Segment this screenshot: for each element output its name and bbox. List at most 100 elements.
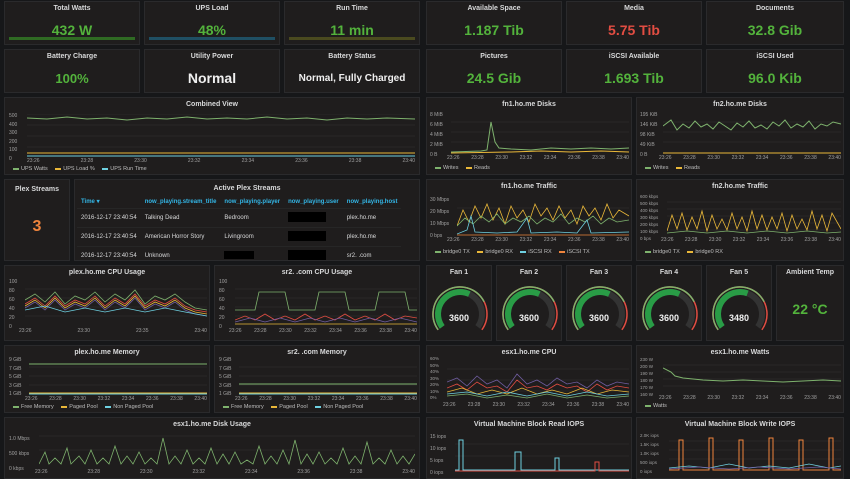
legend-item[interactable]: bridge0 TX [435, 249, 470, 255]
panel-title: Fan 1 [449, 269, 469, 276]
stat-media[interactable]: Media 5.75 Tib [566, 1, 702, 45]
stat-plex-streams[interactable]: Plex Streams 3 [4, 179, 70, 261]
y-axis: 1.0 Mbps 500 kbps 0 kbps [9, 432, 30, 477]
tick-label: 23:36 [295, 158, 308, 164]
legend-item[interactable]: bridge0 TX [645, 249, 680, 255]
legend-item[interactable]: Reads [676, 165, 700, 171]
gauge-fill [505, 289, 541, 329]
stat-value: 24.5 Gib [466, 70, 522, 86]
tick-label: 1.0K iops [640, 451, 659, 456]
panel-vm-block-read-iops[interactable]: Virtual Machine Block Read IOPS 15 iops … [426, 417, 632, 479]
legend-item[interactable]: UPS Watts [13, 166, 48, 172]
gauge-fan-2[interactable]: Fan 2 3600 [496, 265, 562, 341]
legend-item[interactable]: Paged Pool [61, 404, 98, 410]
legend: Free Memory Paged Pool Non Paged Pool [223, 404, 369, 410]
panel-active-plex-streams[interactable]: Active Plex Streams Time ▾ now_playing.s… [74, 179, 420, 261]
legend-item[interactable]: Reads [466, 165, 490, 171]
legend-item[interactable]: Non Paged Pool [315, 404, 363, 410]
stat-ambient-temp[interactable]: Ambient Temp 22 °C [776, 265, 844, 341]
legend-item[interactable]: bridge0 RX [477, 249, 513, 255]
panel-fn1-traffic[interactable]: fn1.ho.me Traffic 30 Mbps 20 Mbps 10 Mbp… [426, 179, 632, 261]
legend-item[interactable]: iSCSI TX [559, 249, 590, 255]
table-cell: 2016-12-17 23:40:54 [77, 246, 141, 260]
stat-pictures[interactable]: Pictures 24.5 Gib [426, 49, 562, 93]
tick-label: 23:40 [616, 237, 629, 243]
x-axis: 23:26 23:28 23:30 23:32 23:34 23:36 23:38 23:40 [659, 395, 841, 401]
tick-label: 100 kbps [640, 229, 659, 234]
panel-esx1-disk-usage[interactable]: esx1.ho.me Disk Usage 1.0 Mbps 500 kbps … [4, 417, 420, 479]
legend-item[interactable]: UPS Run Time [102, 166, 147, 172]
tick-label: 5 GiB [9, 374, 22, 380]
panel-fn1-disks[interactable]: fn1.ho.me Disks 8 MiB 6 MiB 4 MiB 2 MiB … [426, 97, 632, 175]
panel-esx1-watts[interactable]: esx1.ho.me Watts 230 W 200 W 190 W 180 W… [636, 345, 844, 413]
gauge-fan-5[interactable]: Fan 5 3480 [706, 265, 772, 341]
legend-item[interactable]: Watts [645, 403, 667, 409]
column-header[interactable]: Time ▾ [77, 195, 141, 209]
stat-total-watts[interactable]: Total Watts 432 W [4, 1, 140, 45]
panel-combined-view[interactable]: Combined View 500 400 300 200 100 0 23:2… [4, 97, 420, 175]
panel-sr2-memory[interactable]: sr2. .com Memory 9 GiB 7 GiB 5 GiB 3 GiB… [214, 345, 420, 413]
stat-iscsi-available[interactable]: iSCSI Available 1.693 Tib [566, 49, 702, 93]
series-bridge0-tx [457, 202, 629, 227]
stat-documents[interactable]: Documents 32.8 Gib [706, 1, 844, 45]
tick-label: 200 kbps [640, 222, 659, 227]
tick-label: 3 GiB [9, 382, 22, 389]
legend-item[interactable]: Paged Pool [271, 404, 308, 410]
column-header[interactable]: now_playing.stream_title [140, 195, 221, 209]
legend-item[interactable]: UPS Load % [55, 166, 95, 172]
series-read [455, 461, 629, 472]
panel-title: fn1.ho.me Disks [502, 101, 556, 108]
panel-sr2-cpu-usage[interactable]: sr2. .com CPU Usage 100 80 60 40 20 0 23… [214, 265, 420, 341]
tick-label: 2 MiB [430, 142, 443, 148]
stat-ups-load[interactable]: UPS Load 48% [144, 1, 280, 45]
legend-item[interactable]: Free Memory [13, 404, 54, 410]
tick-label: 9 GiB [219, 357, 232, 363]
tick-label: 23:26 [235, 396, 248, 402]
table-cell-redacted [284, 227, 343, 247]
panel-esx1-cpu[interactable]: esx1.ho.me CPU 60% 50% 40% 30% 20% 10% 0… [426, 345, 632, 413]
legend-item[interactable]: Non Paged Pool [105, 404, 153, 410]
fn2-traffic-chart [667, 201, 841, 234]
tick-label: 40% [430, 369, 440, 374]
stat-run-time[interactable]: Run Time 11 min [284, 1, 420, 45]
panel-fn2-traffic[interactable]: fn2.ho.me Traffic 600 kbps 500 kbps 400 … [636, 179, 844, 261]
panel-vm-block-write-iops[interactable]: Virtual Machine Block Write IOPS 2.0K io… [636, 417, 844, 479]
gauge-value: 3480 [728, 313, 750, 323]
column-header[interactable]: now_playing.user [284, 195, 343, 209]
tick-label: 23:38 [804, 237, 818, 243]
tick-label: 23:40 [616, 155, 629, 161]
panel-plex-memory[interactable]: plex.ho.me Memory 9 GiB 7 GiB 5 GiB 3 Gi… [4, 345, 210, 413]
tick-label: 23:34 [755, 395, 769, 401]
panel-title: esx1.ho.me Disk Usage [173, 421, 251, 428]
table-row[interactable]: 2016-12-17 23:40:54 Talking Dead Bedroom… [77, 208, 402, 228]
table-cell: Talking Dead [140, 208, 221, 228]
legend-item[interactable]: Writes [645, 165, 668, 171]
column-header[interactable]: now_playing.host [342, 195, 402, 209]
gauge-fan-1[interactable]: Fan 1 3600 [426, 265, 492, 341]
legend-item[interactable]: iSCSI RX [520, 249, 552, 255]
gauge-fan-4[interactable]: Fan 4 3600 [636, 265, 702, 341]
column-header[interactable]: now_playing.player [220, 195, 285, 209]
legend-item[interactable]: bridge0 RX [687, 249, 723, 255]
table-row[interactable]: 2016-12-17 23:40:54 Unknown sr2. .com [77, 246, 402, 260]
table-row[interactable]: 2016-12-17 23:40:54 American Horror Stor… [77, 227, 402, 247]
stat-utility-power[interactable]: Utility Power Normal [144, 49, 280, 93]
panel-fn2-disks[interactable]: fn2.ho.me Disks 195 KiB 146 KiB 98 KiB 4… [636, 97, 844, 175]
panel-title: Fan 2 [519, 269, 539, 276]
series-writes [663, 119, 841, 131]
tick-label: 15 iops [430, 434, 447, 440]
stat-iscsi-used[interactable]: iSCSI Used 96.0 Kib [706, 49, 844, 93]
panel-plex-cpu-usage[interactable]: plex.ho.me CPU Usage 100 80 60 40 20 0 2… [4, 265, 210, 341]
stat-battery-status[interactable]: Battery Status Normal, Fully Charged [284, 49, 420, 93]
gauge-fan-3[interactable]: Fan 3 3600 [566, 265, 632, 341]
table-cell-redacted [220, 246, 285, 260]
stat-value: 1.693 Tib [604, 70, 664, 86]
stat-available-space[interactable]: Available Space 1.187 Tib [426, 1, 562, 45]
tick-label: 23:32 [732, 237, 746, 243]
stat-battery-charge[interactable]: Battery Charge 100% [4, 49, 140, 93]
tick-label: 23:36 [566, 402, 580, 408]
legend-item[interactable]: Free Memory [223, 404, 264, 410]
legend-item[interactable]: Writes [435, 165, 458, 171]
gauge-value: 3600 [588, 313, 610, 323]
gauge-fill [645, 289, 681, 329]
